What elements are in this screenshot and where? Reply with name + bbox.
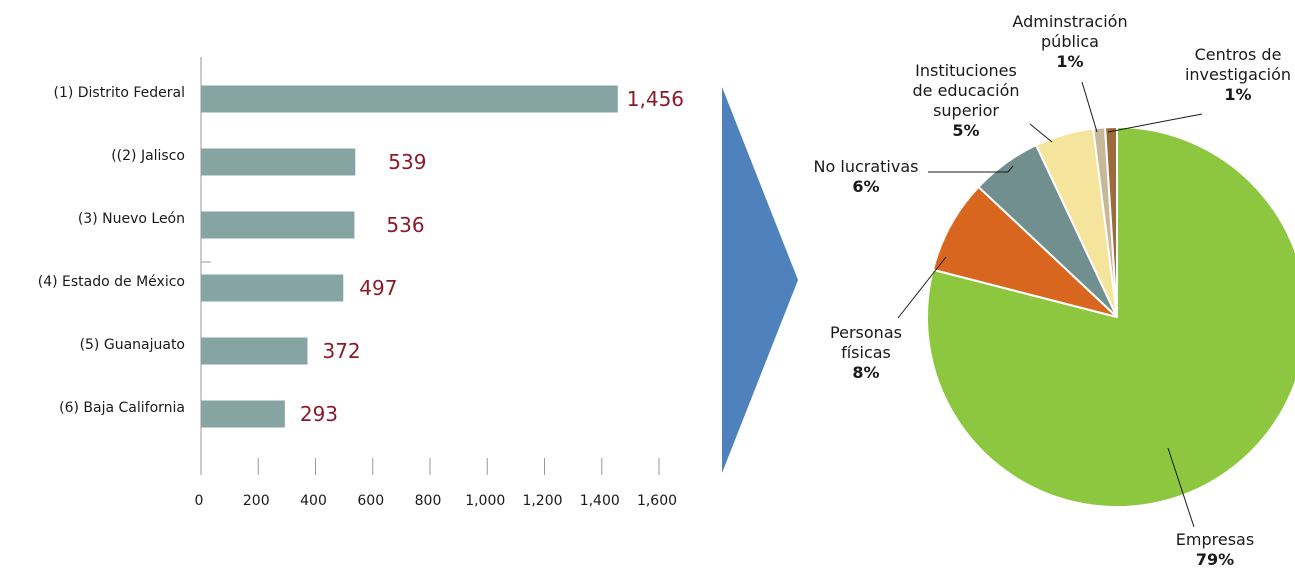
value-label: 372 [322,339,360,363]
leader-line [1167,447,1195,528]
category-label: (3) Nuevo León [78,211,185,227]
slice-percent: 5% [952,121,979,140]
value-label: 539 [388,150,426,174]
x-tick-label: 1,200 [522,493,562,509]
slice-percent: 1% [1056,52,1083,71]
category-label: (5) Guanajuato [80,337,185,353]
x-tick-label: 600 [357,493,384,509]
pie-slice [1104,126,1118,318]
bar [201,148,356,176]
bar [201,211,355,239]
category-label: (1) Distrito Federal [53,85,185,101]
slice-label: investigación [1185,65,1291,84]
bar-chart: (1) Distrito Federal 1,456 ((2) Jalisco 539… [38,57,684,509]
value-label: 293 [300,402,338,426]
pie-slice [931,185,1118,318]
value-label: 497 [359,276,397,300]
x-tick-label: 800 [415,493,442,509]
slice-label: físicas [841,343,891,362]
slice-label: No lucrativas [814,157,919,176]
category-label: ((2) Jalisco [111,148,185,164]
slice-label: de educación [913,81,1020,100]
leader-line [897,256,947,319]
leader-line [1107,113,1203,133]
bar [201,85,618,113]
x-tick-label: 1,400 [580,493,620,509]
x-tick-label: 0 [195,493,204,509]
slice-label: superior [933,101,999,120]
slice-percent: 79% [1196,550,1234,569]
slice-label: pública [1041,32,1099,51]
slice-label: Instituciones [915,61,1017,80]
leader-line [1029,123,1053,143]
category-label: (6) Baja California [59,400,185,416]
leader-line [1081,81,1098,133]
slice-label: Empresas [1176,530,1254,549]
slice-percent: 1% [1224,85,1251,104]
slice-label: Centros de [1195,45,1282,64]
bar [201,274,344,302]
bar [201,400,285,428]
pie-slice [926,126,1295,508]
x-tick-label: 200 [243,493,270,509]
value-label: 536 [386,213,424,237]
slice-percent: 6% [852,177,879,196]
leader-line [928,165,1014,173]
x-tick-label: 1,000 [465,493,505,509]
bar [201,337,308,365]
x-tick-label: 1,600 [637,493,677,509]
slice-percent: 8% [852,363,879,382]
value-label: 1,456 [627,87,684,111]
category-label: (4) Estado de México [38,274,185,290]
slice-label: Personas [830,323,902,342]
x-tick-label: 400 [300,493,327,509]
arrow-shape [722,87,798,473]
slice-label: Adminstración [1012,12,1127,31]
